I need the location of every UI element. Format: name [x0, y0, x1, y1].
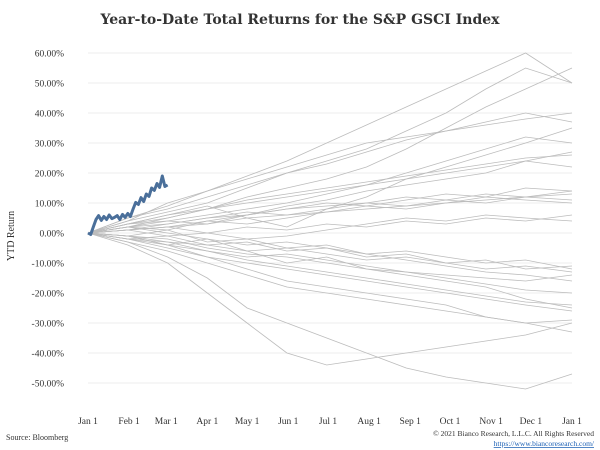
x-tick-label: Feb 1	[118, 417, 140, 427]
copyright-note: © 2021 Bianco Research, L.L.C. All Right…	[433, 429, 594, 438]
highlight-series-group	[87, 174, 169, 236]
x-tick-label: Jun 1	[278, 417, 299, 427]
background-series-line	[87, 232, 573, 270]
y-tick-label: -50.00%	[32, 380, 65, 390]
x-tick-label: Apr 1	[196, 417, 218, 427]
background-series-line	[87, 232, 573, 309]
background-series-line	[87, 232, 573, 390]
y-tick-label: -10.00%	[32, 260, 65, 270]
background-series-line	[87, 229, 573, 270]
background-series-line	[87, 160, 573, 234]
background-series-line	[87, 232, 573, 333]
website-link[interactable]: https://www.biancoresearch.com/	[494, 439, 595, 448]
background-series-group	[87, 52, 573, 390]
background-series-line	[87, 112, 573, 234]
background-series-line	[87, 232, 573, 282]
x-tick-label: Mar 1	[155, 417, 178, 427]
y-axis-title: YTD Return	[6, 211, 17, 261]
x-tick-label: Nov 1	[479, 417, 503, 427]
x-axis-ticks: Jan 1 Feb 1 Mar 1 Apr 1 May 1 Jun 1 Jul 1 Aug 1…	[78, 417, 582, 427]
y-tick-label: 50.00%	[35, 80, 64, 90]
x-tick-label: Oct 1	[440, 417, 461, 427]
highlight-series-line	[87, 174, 169, 236]
background-series-line	[87, 196, 573, 234]
x-tick-label: Aug 1	[357, 417, 381, 427]
x-tick-label: May 1	[235, 417, 260, 427]
background-series-line	[87, 67, 573, 234]
y-tick-label: 0.00%	[39, 230, 64, 240]
source-note: Source: Bloomberg	[6, 433, 68, 442]
y-tick-label: 10.00%	[35, 200, 64, 210]
background-series-line	[87, 232, 573, 273]
background-series-line	[87, 136, 573, 234]
y-axis-ticks: -50.00% -40.00% -30.00% -20.00% -10.00% 0.00%…	[32, 50, 65, 390]
background-series-line	[87, 52, 573, 234]
background-series-line	[87, 154, 573, 234]
background-series-line	[87, 232, 573, 312]
x-tick-label: Jul 1	[319, 417, 337, 427]
background-series-line	[87, 151, 573, 234]
y-tick-label: -40.00%	[32, 350, 65, 360]
background-series-line	[87, 196, 573, 234]
background-series-line	[87, 232, 573, 294]
background-series-line	[87, 214, 573, 240]
grid	[88, 52, 572, 384]
y-tick-label: 30.00%	[35, 140, 64, 150]
chart-title: Year-to-Date Total Returns for the S&P G…	[100, 12, 501, 28]
background-series-line	[87, 232, 573, 324]
y-tick-label: -30.00%	[32, 320, 65, 330]
x-tick-label: Sep 1	[400, 417, 422, 427]
x-tick-label: Jan 1	[78, 417, 98, 427]
y-tick-label: 20.00%	[35, 170, 64, 180]
y-tick-label: 40.00%	[35, 110, 64, 120]
y-tick-label: -20.00%	[32, 290, 65, 300]
x-tick-label: Jan 1	[562, 417, 582, 427]
background-series-line	[87, 232, 573, 366]
background-series-line	[87, 112, 573, 234]
y-tick-label: 60.00%	[35, 50, 64, 60]
x-tick-label: Dec 1	[520, 417, 543, 427]
